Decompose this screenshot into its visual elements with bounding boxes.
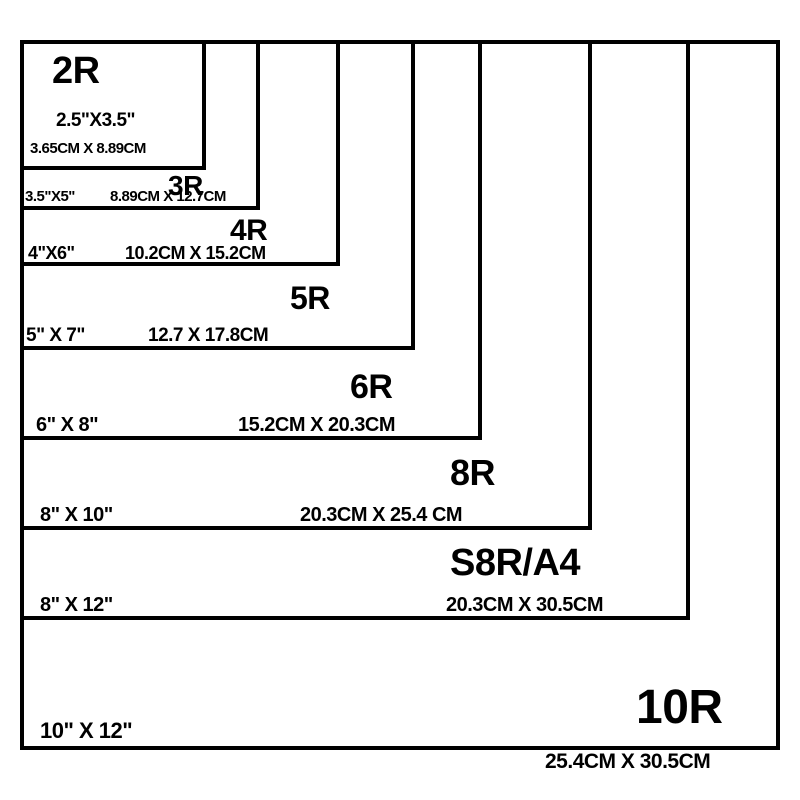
title-2r: 2R	[52, 50, 100, 93]
dim-3r-cm: 8.89CM X 12.7CM	[110, 188, 226, 205]
dim-s8r-cm: 20.3CM X 30.5CM	[446, 594, 603, 617]
dim-4r-cm: 10.2CM X 15.2CM	[125, 243, 266, 264]
dim-5r-cm: 12.7 X 17.8CM	[148, 325, 268, 347]
title-s8r: S8R/A4	[450, 542, 580, 585]
dim-2r-in: 2.5"X3.5"	[56, 110, 135, 132]
title-10r: 10R	[636, 680, 723, 735]
dim-3r-in: 3.5"X5"	[25, 188, 75, 205]
title-6r: 6R	[350, 368, 392, 407]
photo-size-diagram: 2R 2.5"X3.5" 3.65CM X 8.89CM 3R 3.5"X5" …	[0, 0, 800, 800]
title-5r: 5R	[290, 280, 330, 317]
dim-6r-in: 6" X 8"	[36, 414, 98, 437]
dim-10r-in: 10" X 12"	[40, 718, 132, 744]
dim-8r-in: 8" X 10"	[40, 504, 113, 527]
dim-8r-cm: 20.3CM X 25.4 CM	[300, 504, 462, 527]
dim-4r-in: 4"X6"	[28, 243, 75, 264]
dim-10r-cm: 25.4CM X 30.5CM	[545, 750, 710, 774]
dim-s8r-in: 8" X 12"	[40, 594, 113, 617]
dim-5r-in: 5" X 7"	[26, 325, 85, 347]
dim-6r-cm: 15.2CM X 20.3CM	[238, 414, 395, 437]
dim-2r-cm: 3.65CM X 8.89CM	[30, 140, 146, 157]
title-8r: 8R	[450, 452, 495, 494]
